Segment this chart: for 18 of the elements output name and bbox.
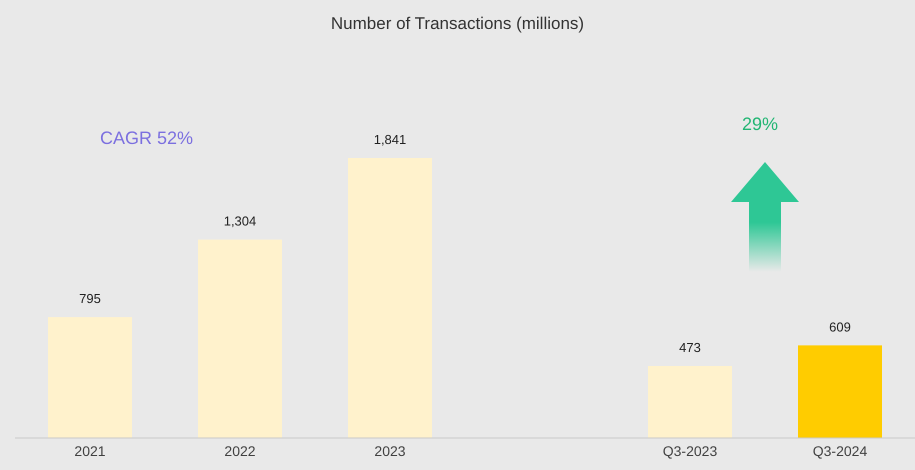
bar	[348, 158, 432, 438]
data-label: 609	[829, 319, 851, 334]
bar	[198, 240, 282, 438]
x-tick-label: Q3-2023	[662, 442, 718, 459]
x-tick-label: Q3-2024	[812, 442, 868, 459]
data-label: 473	[679, 340, 701, 356]
chart-title: Number of Transactions (millions)	[330, 14, 586, 34]
data-label: 1,841	[374, 132, 406, 147]
data-label: 795	[79, 291, 101, 306]
bar	[48, 317, 132, 438]
bar	[798, 345, 882, 438]
x-tick-label: 2022	[224, 442, 256, 459]
x-tick-label: 2023	[374, 442, 406, 459]
x-tick-label: 2021	[74, 442, 106, 459]
data-label: 1,304	[224, 214, 256, 229]
text: CAGR 52%	[100, 128, 194, 149]
text: 29%	[742, 114, 778, 135]
bar	[648, 366, 732, 438]
